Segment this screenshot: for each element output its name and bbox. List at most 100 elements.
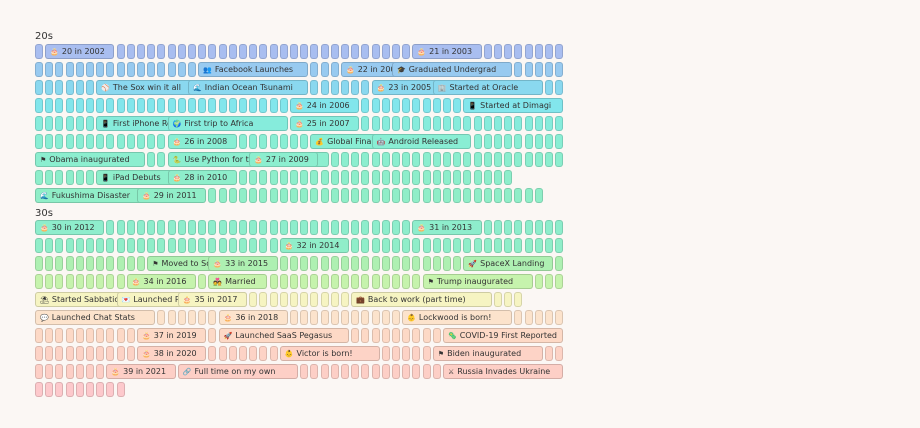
cake-icon: 🎂 [417,224,427,232]
sunbed-icon: ⛱ [40,296,49,304]
event-marker[interactable]: 🎂 36 in 2018 [218,310,288,325]
people-icon: 👥 [203,66,212,74]
week-cell [218,98,227,113]
week-cell [534,134,543,149]
event-marker[interactable]: 🎂 34 in 2016 [126,274,196,289]
week-cell [65,346,74,361]
week-cell [361,238,370,253]
week-cell [381,188,390,203]
week-cell [514,188,523,203]
week-cell [198,44,207,59]
week-cell [45,238,54,253]
event-marker[interactable]: ⚑ Biden inaugurated [432,346,543,361]
event-marker[interactable]: 🚀 Launched SaaS Pegasus [218,328,349,343]
week-cell [96,238,105,253]
event-marker[interactable]: 🎂 35 in 2017 [177,292,247,307]
week-cell [545,220,553,235]
week-cell [35,328,43,343]
event-marker[interactable]: 🎂 28 in 2010 [167,170,237,185]
week-cell [402,274,411,289]
week-cell [45,80,54,95]
event-marker[interactable]: 🌊 Fukushima Disaster [35,188,145,203]
week-cell [86,98,94,113]
event-marker[interactable]: 📱 iPad Debuts [96,170,176,185]
week-cell [330,220,339,235]
week-cell [65,328,74,343]
globe-icon: 🌍 [172,120,182,128]
week-cell [126,256,135,271]
event-label: Use Python for the first time [184,155,298,164]
week-cell [75,274,84,289]
event-marker[interactable]: 🎂 20 in 2002 [45,44,115,59]
week-cell [381,98,390,113]
week-cell [402,346,411,361]
event-marker[interactable]: 🎂 38 in 2020 [137,346,207,361]
event-marker[interactable]: ⚑ Trump inaugurated [422,274,533,289]
event-marker[interactable]: 🎂 23 in 2005 [371,80,441,95]
week-cell [330,170,339,185]
event-marker[interactable]: 🚀 SpaceX Landing [463,256,553,271]
week-cell [75,134,84,149]
event-marker[interactable]: 👥 Facebook Launches [198,62,309,77]
event-marker[interactable]: 👶 Victor is born! [279,346,380,361]
event-label: Launched Chat Stats [51,313,135,322]
event-marker[interactable]: 👶 Lockwood is born! [402,310,513,325]
week-cell [279,188,288,203]
week-cell [443,188,451,203]
week-cell [381,274,390,289]
week-cell [351,220,360,235]
event-marker[interactable]: 🎂 21 in 2003 [412,44,482,59]
event-marker[interactable]: 🎂 39 in 2021 [106,364,176,379]
event-marker[interactable]: 🦠 COVID-19 First Reported [443,328,564,343]
event-marker[interactable]: 🎂 27 in 2009 [249,152,319,167]
week-cell [249,346,258,361]
week-cell [310,220,319,235]
week-cell [361,80,370,95]
event-marker[interactable]: 🎂 32 in 2014 [279,238,349,253]
event-label: 37 in 2019 [153,331,197,340]
event-marker[interactable]: 🎂 30 in 2012 [35,220,105,235]
week-cell [218,44,227,59]
week-cell [106,274,115,289]
event-marker[interactable]: 🎂 26 in 2008 [167,134,237,149]
week-cell [279,220,288,235]
event-marker[interactable]: 📱 Started at Dimagi [463,98,564,113]
event-marker[interactable]: 🔗 Full time on my own [177,364,298,379]
event-marker[interactable]: 🎂 29 in 2011 [137,188,207,203]
event-marker[interactable]: 🎓 Graduated Undergrad [392,62,513,77]
event-marker[interactable]: 🎂 25 in 2007 [290,116,360,131]
event-marker[interactable]: 💬 Launched Chat Stats [35,310,156,325]
week-cell [198,98,207,113]
event-marker[interactable]: 🤖 Android Released [371,134,472,149]
week-cell [320,310,329,325]
week-cell [290,188,298,203]
event-marker[interactable]: 💑 Married [208,274,268,289]
week-cell [106,134,115,149]
event-marker[interactable]: 💼 Back to work (part time) [351,292,492,307]
flag-icon: ⚑ [152,260,159,268]
event-marker[interactable]: 🌍 First trip to Africa [167,116,288,131]
event-marker[interactable]: 🎂 24 in 2006 [290,98,360,113]
event-label: 27 in 2009 [265,155,309,164]
week-cell [167,98,176,113]
week-cell [412,328,421,343]
event-marker[interactable]: 🎂 37 in 2019 [137,328,207,343]
week-cell [351,310,360,325]
decade-label-30s: 30s [35,208,53,219]
week-cell [392,364,400,379]
week-cell [86,274,94,289]
cake-icon: 🎂 [223,314,233,322]
week-cell [381,256,390,271]
event-marker[interactable]: ⚾ The Sox win it all [96,80,207,95]
week-cell [35,382,43,397]
event-marker[interactable]: 🏢 Started at Oracle [432,80,543,95]
event-label: 24 in 2006 [306,101,350,110]
event-marker[interactable]: 🎂 31 in 2013 [412,220,482,235]
event-marker[interactable]: ⚔ Russia Invades Ukraine [443,364,564,379]
week-cell [371,238,380,253]
flag-icon: ⚑ [437,350,445,358]
event-marker[interactable]: 🎂 33 in 2015 [208,256,278,271]
event-marker[interactable]: ⚑ Obama inaugurated [35,152,145,167]
couple-icon: 💑 [213,278,223,286]
event-marker[interactable]: 🌊 Indian Ocean Tsunami [188,80,309,95]
